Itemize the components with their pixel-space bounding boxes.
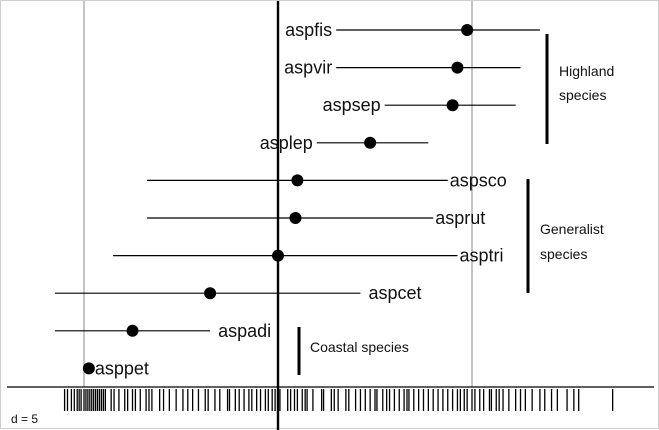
- group-label: species: [559, 87, 606, 103]
- label-aspfis: aspfis: [285, 20, 332, 40]
- point-asptri: [272, 249, 284, 262]
- point-aspadi: [126, 324, 139, 337]
- label-asppet: asppet: [95, 358, 149, 378]
- point-aspsep: [446, 99, 459, 112]
- label-aspadi: aspadi: [218, 321, 271, 341]
- point-aspvir: [451, 61, 464, 74]
- label-asprut: asprut: [435, 208, 485, 228]
- grid-scale-label: d = 5: [11, 412, 38, 426]
- label-aspsep: aspsep: [323, 95, 381, 115]
- point-aspfis: [461, 24, 474, 36]
- group-label: Coastal species: [310, 339, 409, 355]
- label-asplep: asplep: [260, 133, 313, 153]
- group-label: species: [540, 246, 587, 262]
- point-aspcet: [204, 287, 217, 300]
- label-aspcet: aspcet: [368, 283, 421, 303]
- point-asprut: [289, 212, 302, 224]
- label-aspvir: aspvir: [284, 58, 332, 78]
- group-label: Highland: [559, 63, 614, 79]
- label-asptri: asptri: [459, 246, 503, 266]
- point-aspsco: [291, 174, 304, 187]
- label-aspsco: aspsco: [450, 170, 507, 190]
- point-asplep: [364, 136, 377, 149]
- point-asppet: [82, 362, 95, 375]
- group-label: Generalist: [540, 221, 604, 237]
